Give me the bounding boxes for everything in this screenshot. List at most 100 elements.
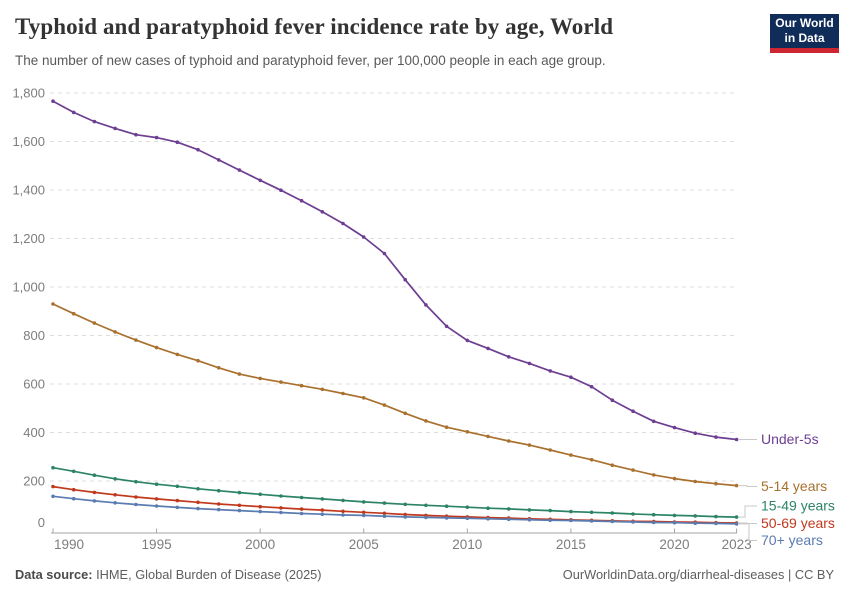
series-point [71,487,76,492]
series-point [175,352,180,357]
series-point [610,398,615,403]
legend-label-70-years[interactable]: 70+ years [761,532,823,548]
series-point [651,419,656,424]
series-point [506,507,511,511]
series-point [154,345,159,350]
series-point [279,510,283,515]
series-point [465,516,470,521]
series-point [134,502,138,507]
owid-link[interactable]: OurWorldinData.org/diarrheal-diseases [562,567,785,582]
series-point [341,221,345,226]
series-line-under-5s[interactable] [52,100,738,441]
data-source-label: Data source: [15,567,93,582]
series-point [51,302,55,306]
series-point [631,409,635,414]
series-point [631,512,635,516]
legend-connector [739,523,757,541]
series-point [403,515,408,519]
series-point [382,501,387,505]
series-point [113,477,117,481]
series-point [341,498,345,503]
series-point [527,361,532,366]
series-point [714,481,718,486]
series-point [361,510,366,515]
series-point [92,490,97,495]
series-point [569,453,573,457]
x-axis-label: 2015 [556,537,586,552]
series-point [734,522,739,526]
series-point [734,483,739,488]
series-point [569,518,573,523]
series-point [279,506,283,510]
series-point [320,497,325,501]
y-axis-label: 1,200 [12,231,45,246]
series-point [175,484,180,489]
y-axis-label: 1,000 [12,280,45,295]
series-point [714,435,718,439]
series-point [403,411,408,416]
series-point [693,521,697,525]
series-point [237,372,242,376]
series-point [341,513,345,517]
series-point [113,126,117,131]
series-point [672,513,677,518]
chart-footer: Data source: IHME, Global Burden of Dise… [15,567,834,582]
series-point [693,514,697,518]
series-point [134,338,138,342]
legend-label-15-49-years[interactable]: 15-49 years [761,498,835,514]
legend-label-50-69-years[interactable]: 50-69 years [761,515,835,531]
series-point [113,493,117,497]
series-point [175,505,180,510]
series-line-70-years[interactable] [52,495,738,525]
series-point [71,110,76,115]
series-point [548,448,552,452]
legend-label-under-5s[interactable]: Under-5s [761,431,819,447]
series-point [216,158,221,162]
series-point [569,509,573,514]
series-point [486,434,490,439]
owid-logo[interactable]: Our World in Data [770,14,839,53]
series-point [320,508,325,512]
series-point [196,358,200,363]
series-point [382,511,387,516]
series-point [51,494,55,499]
series-point [92,473,97,478]
series-point [589,519,594,523]
legend-label-5-14-years[interactable]: 5-14 years [761,478,827,494]
series-point [589,457,594,462]
series-point [424,303,428,307]
series-point [651,512,656,517]
series-point [341,391,345,396]
series-point [258,178,263,183]
series-point [506,517,511,522]
x-axis-label: 2000 [245,537,275,552]
series-point [465,505,470,510]
series-point [113,501,117,505]
series-point [382,514,387,518]
series-point [196,500,200,505]
series-point [734,515,739,519]
series-point [71,496,76,501]
x-axis-label: 1995 [142,537,172,552]
license-link[interactable]: CC BY [794,567,834,582]
series-point [154,482,159,487]
series-point [237,503,242,508]
x-axis-label: 2020 [659,537,689,552]
series-point [361,396,366,400]
series-point [424,419,428,423]
series-point [444,516,449,520]
footer-separator: | [784,567,795,582]
series-point [714,521,718,526]
series-point [548,369,552,373]
series-line-15-49-years[interactable] [52,466,738,518]
series-point [403,277,408,282]
series-point [51,484,55,489]
series-line-5-14-years[interactable] [52,303,738,487]
series-point [320,512,325,516]
series-point [651,473,656,477]
owid-logo-line1: Our World [775,16,834,30]
series-point [134,495,138,499]
y-axis-label: 200 [23,474,45,489]
